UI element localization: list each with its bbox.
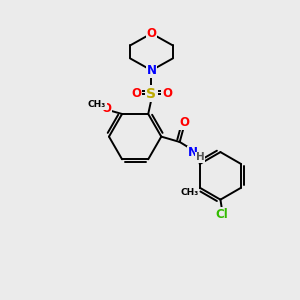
Text: CH₃: CH₃	[88, 100, 106, 109]
Text: N: N	[188, 146, 198, 160]
Text: O: O	[162, 87, 172, 100]
Text: CH₃: CH₃	[180, 188, 199, 197]
Text: S: S	[146, 86, 157, 100]
Text: O: O	[146, 27, 157, 40]
Text: O: O	[131, 87, 141, 100]
Text: Cl: Cl	[216, 208, 228, 221]
Text: O: O	[101, 102, 111, 115]
Text: N: N	[146, 64, 157, 77]
Text: O: O	[179, 116, 189, 129]
Text: H: H	[196, 152, 205, 162]
